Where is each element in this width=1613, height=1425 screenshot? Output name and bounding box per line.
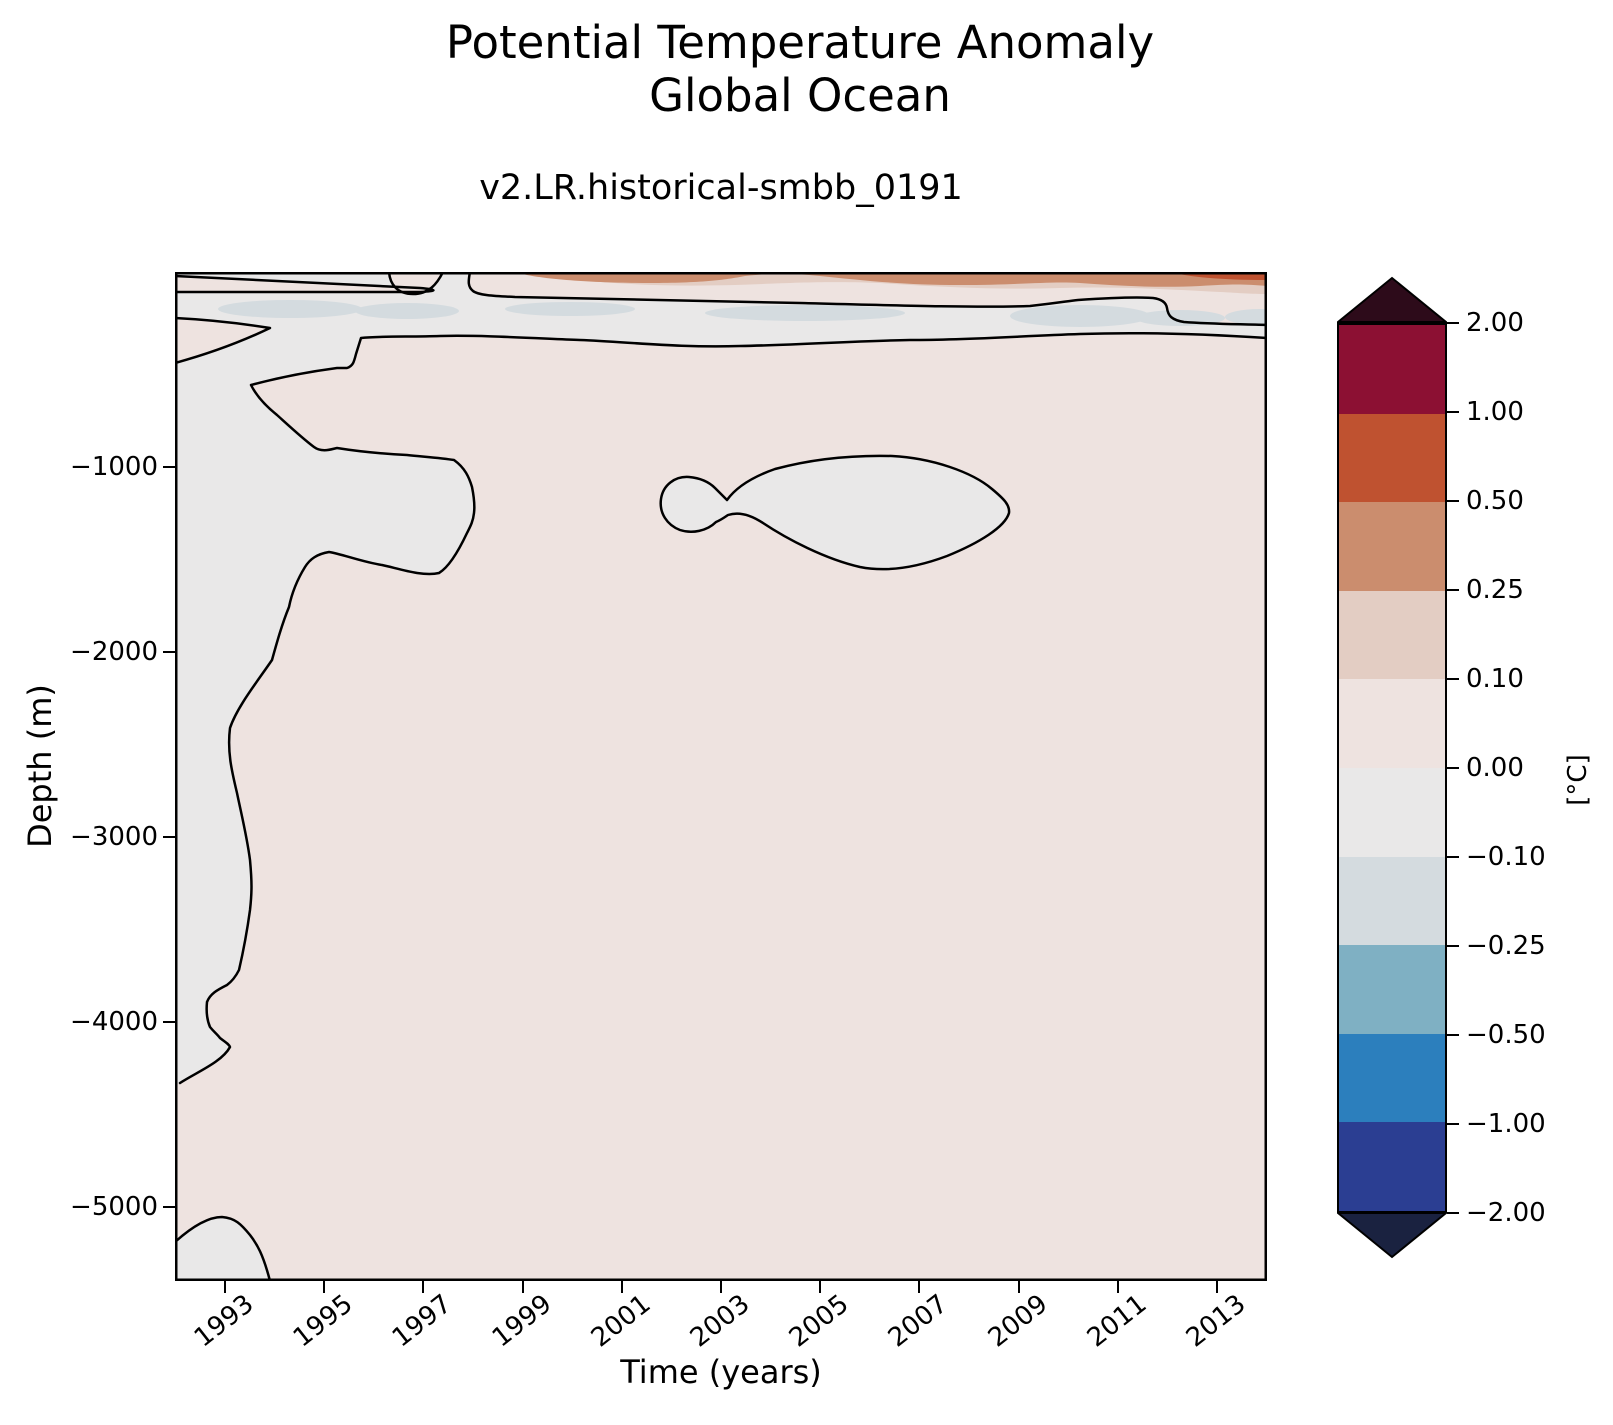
x-tick-label: 2007 bbox=[883, 1289, 954, 1354]
x-tick-label: 2009 bbox=[982, 1289, 1054, 1354]
colorbar-tick-label: −2.00 bbox=[1466, 1198, 1546, 1228]
colorbar-tick-mark bbox=[1447, 766, 1459, 770]
colorbar-tick-mark bbox=[1447, 1211, 1459, 1215]
x-tick-mark bbox=[620, 1281, 623, 1293]
colorbar-tick-mark bbox=[1447, 944, 1459, 948]
colorbar-segment bbox=[1339, 502, 1445, 591]
colorbar-tick-label: 0.50 bbox=[1466, 486, 1524, 516]
x-tick-label: 2011 bbox=[1081, 1289, 1153, 1354]
colorbar-unit-label: [°C] bbox=[1563, 754, 1593, 806]
colorbar-tick-mark bbox=[1447, 499, 1459, 503]
colorbar-tick-label: 2.00 bbox=[1466, 308, 1524, 338]
colorbar-segment bbox=[1339, 856, 1445, 946]
y-tick-label: −3000 bbox=[70, 822, 158, 852]
colorbar-segment bbox=[1339, 1122, 1445, 1211]
x-tick-label: 1993 bbox=[188, 1289, 260, 1354]
axes-frame bbox=[175, 272, 1267, 1281]
x-tick-mark bbox=[223, 1281, 227, 1293]
x-tick-mark bbox=[323, 1281, 326, 1293]
band-0p25-to-0p5-surface bbox=[515, 272, 1267, 287]
y-tick-mark bbox=[163, 465, 175, 469]
figure-title: Potential Temperature Anomaly Global Oce… bbox=[0, 16, 1600, 122]
y-tick-label: −2000 bbox=[70, 637, 158, 667]
colorbar-under-arrow bbox=[1337, 1212, 1447, 1259]
x-tick-label: 2013 bbox=[1180, 1289, 1252, 1354]
colorbar-tick-mark bbox=[1447, 1033, 1459, 1037]
title-line-1: Potential Temperature Anomaly bbox=[445, 16, 1155, 69]
colorbar-segment bbox=[1339, 767, 1445, 857]
x-tick-label: 2003 bbox=[684, 1289, 756, 1354]
colorbar-tick-mark bbox=[1447, 1122, 1459, 1126]
colorbar-segment bbox=[1339, 1033, 1445, 1123]
colorbar-segment bbox=[1339, 679, 1445, 768]
x-tick-mark bbox=[819, 1281, 822, 1293]
colorbar-tick-mark bbox=[1447, 588, 1459, 592]
x-tick-mark bbox=[1116, 1281, 1119, 1293]
x-tick-label: 1995 bbox=[288, 1289, 359, 1354]
x-tick-mark bbox=[918, 1281, 921, 1293]
colorbar-tick-mark bbox=[1447, 855, 1459, 859]
colorbar-tick-label: −1.00 bbox=[1466, 1109, 1546, 1139]
x-tick-label: 2005 bbox=[784, 1289, 855, 1354]
contour-plot bbox=[175, 272, 1267, 1281]
x-tick-mark bbox=[719, 1281, 723, 1293]
simulation-subtitle: v2.LR.historical-smbb_0191 bbox=[479, 168, 963, 208]
y-tick-mark bbox=[163, 650, 175, 654]
band-neg0p1-to-0-main bbox=[175, 272, 1267, 1083]
colorbar-tick-label: 0.25 bbox=[1466, 575, 1524, 605]
x-tick-mark bbox=[1017, 1281, 1020, 1293]
colorbar-tick-label: 0.00 bbox=[1466, 753, 1524, 783]
title-line-2: Global Ocean bbox=[649, 69, 951, 123]
y-tick-label: −5000 bbox=[70, 1192, 158, 1222]
colorbar bbox=[1337, 323, 1447, 1213]
contour-zero-lines bbox=[175, 272, 1267, 1281]
x-tick-mark bbox=[1215, 1281, 1219, 1293]
band-0-to-0p1 bbox=[175, 272, 1267, 1281]
x-tick-label: 2001 bbox=[585, 1289, 657, 1354]
band-neg0p1-to-0-middepth-blob bbox=[659, 454, 1011, 571]
y-tick-mark bbox=[163, 1020, 175, 1024]
colorbar-tick-mark bbox=[1447, 410, 1459, 414]
colorbar-segment bbox=[1339, 590, 1445, 680]
colorbar-segment bbox=[1339, 413, 1445, 503]
y-tick-mark bbox=[163, 835, 175, 839]
x-tick-mark bbox=[422, 1281, 425, 1293]
colorbar-tick-mark bbox=[1447, 677, 1459, 681]
colorbar-segment bbox=[1339, 945, 1445, 1034]
colorbar-over-arrow bbox=[1337, 276, 1447, 323]
y-tick-label: −4000 bbox=[70, 1007, 158, 1037]
colorbar-tick-mark bbox=[1447, 321, 1459, 325]
x-tick-label: 1999 bbox=[486, 1289, 558, 1354]
x-tick-label: 1997 bbox=[387, 1289, 458, 1354]
y-tick-mark bbox=[163, 1205, 175, 1209]
wedge-positive-left bbox=[175, 318, 270, 363]
colorbar-tick-label: −0.10 bbox=[1466, 842, 1546, 872]
band-neg0p1-to-0-bottomleft bbox=[175, 1217, 270, 1281]
colorbar-tick-label: 1.00 bbox=[1466, 397, 1524, 427]
colorbar-tick-label: −0.25 bbox=[1466, 931, 1546, 961]
y-tick-label: −1000 bbox=[70, 452, 158, 482]
colorbar-tick-label: 0.10 bbox=[1466, 664, 1524, 694]
colorbar-tick-label: −0.50 bbox=[1466, 1020, 1546, 1050]
x-tick-mark bbox=[521, 1281, 524, 1293]
x-axis-label: Time (years) bbox=[620, 1353, 822, 1391]
colorbar-segment bbox=[1339, 325, 1445, 414]
